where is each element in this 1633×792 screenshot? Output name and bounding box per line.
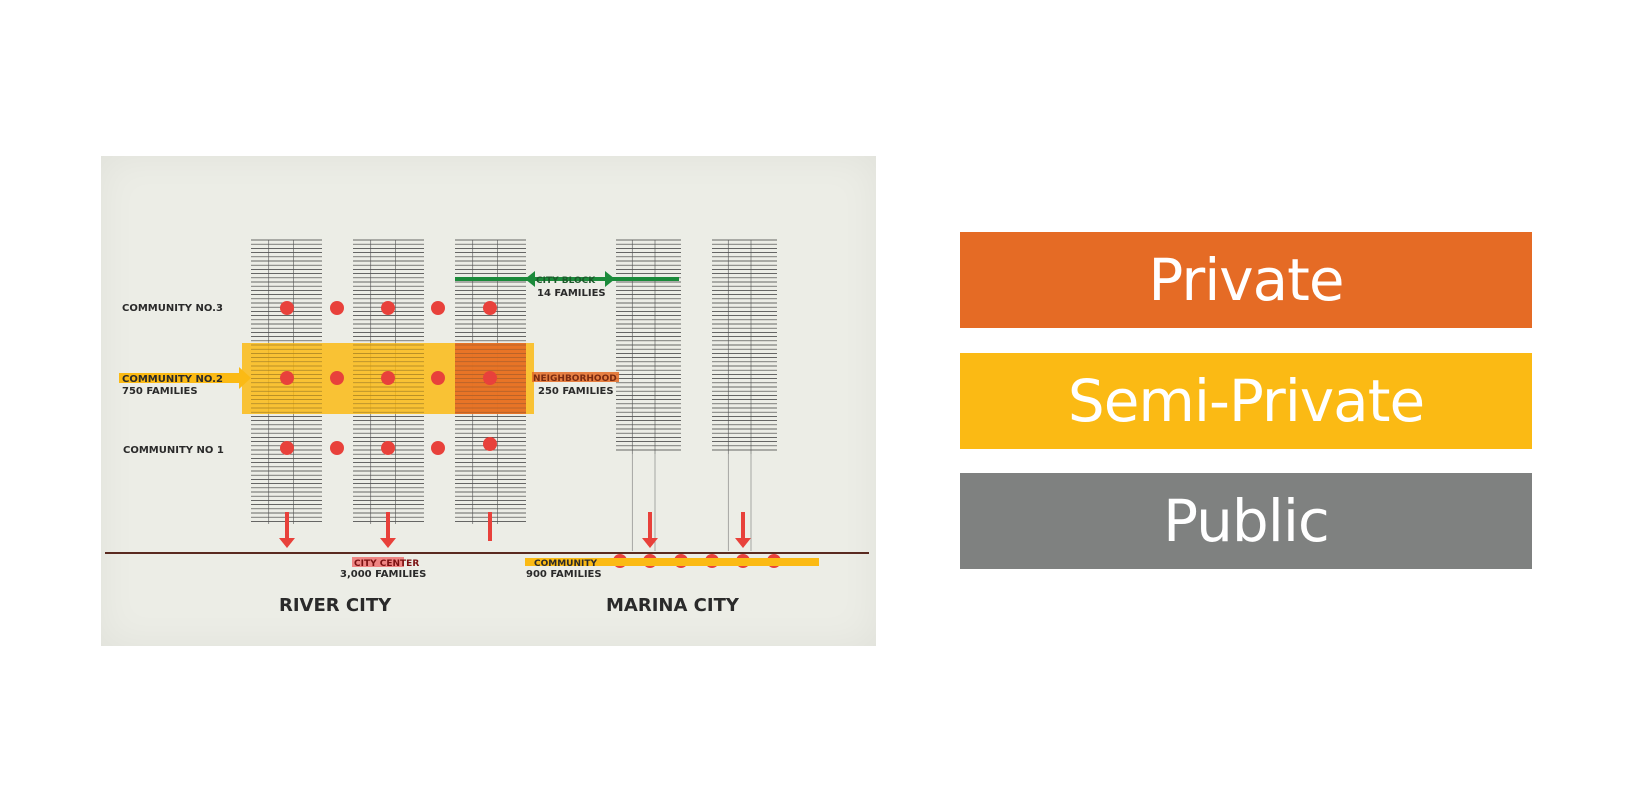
tower-marina-1 <box>616 239 681 551</box>
legend-public-bar: Public <box>960 473 1532 569</box>
legend-public-label: Public <box>1163 487 1330 555</box>
community-dot-10 <box>483 371 497 385</box>
community-dot-6 <box>280 371 294 385</box>
down-arrow-5 <box>735 512 751 548</box>
community-dot-11 <box>280 441 294 455</box>
neighborhood-label-bg <box>532 372 619 382</box>
down-arrow-3 <box>488 512 492 541</box>
community-dot-14 <box>431 441 445 455</box>
community-1-label: COMMUNITY NO 1 <box>123 445 224 456</box>
river-city-label: RIVER CITY <box>279 595 392 616</box>
arrow-group <box>279 512 751 548</box>
community-dot-4 <box>431 301 445 315</box>
community-2-arrow-bar <box>119 373 241 383</box>
community-dot-15 <box>483 437 497 451</box>
tower-marina-2 <box>712 239 777 551</box>
community-dot-1 <box>280 301 294 315</box>
marina-community-bar <box>525 558 819 566</box>
community-dot-2 <box>330 301 344 315</box>
community-3-label: COMMUNITY NO.3 <box>122 303 223 314</box>
city-block-arrow-left <box>525 271 535 287</box>
community-dot-3 <box>381 301 395 315</box>
legend-private-label: Private <box>1148 246 1344 314</box>
down-arrow-1 <box>279 512 295 548</box>
marina-community-label: COMMUNITY <box>534 559 597 569</box>
down-arrow-2 <box>380 512 396 548</box>
community-dot-9 <box>431 371 445 385</box>
marina-community-families: 900 FAMILIES <box>526 569 602 580</box>
city-block-arrow-right <box>605 271 615 287</box>
city-center-label: CITY CENTER <box>354 559 419 569</box>
community-dot-5 <box>483 301 497 315</box>
community-2-label: COMMUNITY NO.2 <box>122 374 223 385</box>
city-plan-diagram: COMMUNITY NO.3 COMMUNITY NO.2 750 FAMILI… <box>101 156 876 646</box>
legend-private-bar: Private <box>960 232 1532 328</box>
community-dot-7 <box>330 371 344 385</box>
city-center-label-bg <box>352 557 404 567</box>
neighborhood-label: NEIGHBORHOOD <box>533 374 617 384</box>
community-dot-8 <box>381 371 395 385</box>
community-2-families: 750 FAMILIES <box>122 386 198 397</box>
neighborhood-families: 250 FAMILIES <box>538 386 614 397</box>
community-dot-12 <box>330 441 344 455</box>
city-block-label: CITY BLOCK <box>536 276 596 286</box>
community-dot-13 <box>381 441 395 455</box>
community-2-arrow-head <box>239 367 251 389</box>
city-center-families: 3,000 FAMILIES <box>340 569 426 580</box>
down-arrow-4 <box>642 512 658 548</box>
legend-semi-private-label: Semi-Private <box>1067 367 1425 435</box>
legend-semi-private-bar: Semi-Private <box>960 353 1532 449</box>
city-block-families: 14 FAMILIES <box>537 288 606 299</box>
marina-city-label: MARINA CITY <box>606 595 740 616</box>
